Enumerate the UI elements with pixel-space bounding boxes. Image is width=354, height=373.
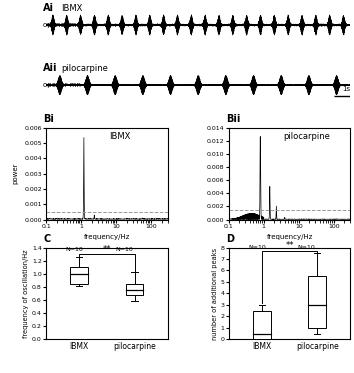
X-axis label: frequency/Hz: frequency/Hz <box>84 234 130 240</box>
Text: Bi: Bi <box>44 114 55 124</box>
Y-axis label: number of additional peaks: number of additional peaks <box>212 247 218 339</box>
Text: Ai: Ai <box>43 3 54 13</box>
Y-axis label: frequency of oscillation/Hz: frequency of oscillation/Hz <box>23 249 29 338</box>
Y-axis label: power: power <box>13 163 19 184</box>
Bar <box>308 276 326 328</box>
Text: N=10: N=10 <box>248 245 266 250</box>
Bar <box>253 311 271 339</box>
Text: **: ** <box>103 245 111 254</box>
Bar <box>70 267 88 283</box>
Bar <box>126 283 143 295</box>
Text: **: ** <box>285 241 294 250</box>
Text: Aii: Aii <box>43 63 57 73</box>
Text: opener mn: opener mn <box>43 82 81 88</box>
Text: D: D <box>226 234 234 244</box>
X-axis label: frequency/Hz: frequency/Hz <box>266 234 313 240</box>
Text: opener mn: opener mn <box>43 22 81 28</box>
Text: pilocarpine: pilocarpine <box>61 64 108 73</box>
Text: IBMX: IBMX <box>109 132 131 141</box>
Text: N=10: N=10 <box>115 247 133 252</box>
Text: IBMX: IBMX <box>61 4 82 13</box>
Text: C: C <box>44 234 51 244</box>
Text: N=10: N=10 <box>65 247 83 252</box>
Text: pilocarpine: pilocarpine <box>284 132 330 141</box>
Text: N=10: N=10 <box>298 245 316 250</box>
Text: Bii: Bii <box>226 114 241 124</box>
Text: 1s: 1s <box>342 86 350 92</box>
